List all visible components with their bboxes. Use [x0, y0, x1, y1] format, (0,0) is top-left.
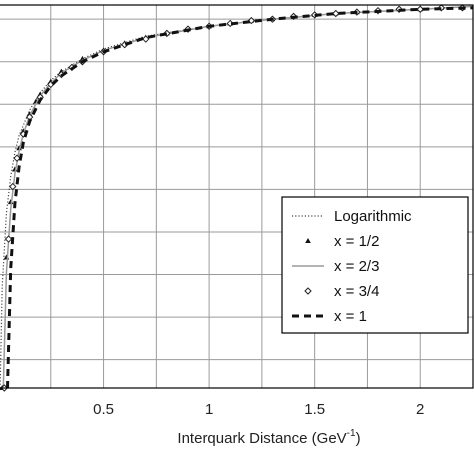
x-axis-title-main: Interquark Distance (GeV [177, 430, 346, 447]
series-line [6, 6, 474, 389]
data-point [3, 254, 10, 260]
series-1 [0, 5, 474, 389]
x-tick-label: 0.5 [93, 401, 114, 418]
legend-marker [304, 287, 312, 295]
x-axis-title: Interquark Distance (GeV-1) [177, 428, 360, 447]
legend-item: x = 1 [292, 308, 367, 325]
x-tick-label: 1.5 [304, 401, 325, 418]
legend-label: x = 1 [334, 308, 367, 325]
data-point [13, 154, 21, 162]
legend: Logarithmic x = 1/2 x = 2/3 x = 3/4 x = 1 [281, 196, 469, 334]
x-axis-title-suffix: ) [356, 430, 361, 447]
data-point [16, 145, 22, 151]
data-point [142, 35, 150, 43]
x-tick-label: 2 [416, 401, 424, 418]
legend-label: Logarithmic [334, 208, 412, 225]
data-point [416, 5, 424, 13]
series-line [0, 5, 474, 389]
data-point [332, 9, 340, 18]
legend-item: Logarithmic [292, 208, 412, 225]
legend-item: x = 1/2 [305, 233, 379, 250]
legend-marker [305, 238, 311, 243]
legend-item: x = 3/4 [304, 283, 379, 300]
x-tick-label: 1 [205, 401, 213, 418]
legend-label: x = 2/3 [334, 258, 379, 275]
series-layer [0, 4, 474, 392]
legend-label: x = 3/4 [334, 283, 379, 300]
data-point [4, 235, 13, 243]
legend-label: x = 1/2 [334, 233, 379, 250]
x-tick-labels: 0.5 1 1.5 2 [93, 401, 424, 418]
x-axis-title-superscript: -1 [347, 428, 356, 439]
plot-frame [0, 4, 474, 389]
data-point [9, 182, 17, 191]
legend-item: x = 2/3 [292, 258, 379, 275]
series-5 [6, 6, 474, 389]
legend-box [281, 196, 469, 334]
